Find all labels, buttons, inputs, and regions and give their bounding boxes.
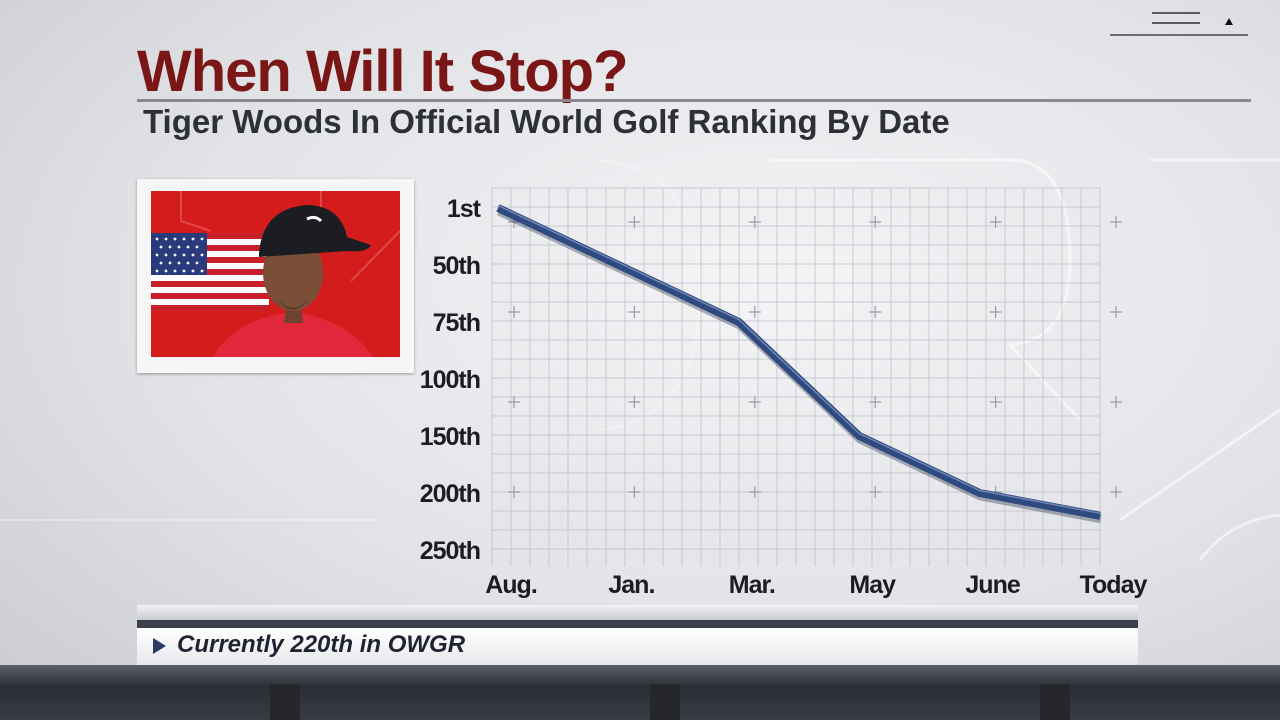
y-tick-label: 50th — [433, 252, 480, 280]
lower-third-banner: Currently 220th in OWGR — [137, 605, 1138, 665]
x-tick-label: Aug. — [485, 571, 537, 599]
y-tick-label: 75th — [433, 309, 480, 337]
chart-subtitle: Tiger Woods In Official World Golf Ranki… — [143, 103, 950, 140]
bottom-strip — [0, 665, 1280, 720]
series-line-highlight — [497, 204, 1101, 515]
player-figure — [213, 205, 373, 357]
y-tick-label: 1st — [447, 195, 482, 223]
ranking-line-chart: 1st 50th 75th 100th 150th 200th 250th Aug. Jan.… — [420, 187, 1148, 599]
x-tick-label: June — [965, 571, 1020, 599]
y-tick-label: 150th — [420, 423, 480, 451]
x-axis-labels: Aug. Jan. Mar. May June Today — [485, 571, 1148, 599]
x-tick-label: Mar. — [729, 571, 775, 599]
series-line — [496, 204, 1101, 520]
y-axis-labels: 1st 50th 75th 100th 150th 200th 250th — [420, 195, 483, 565]
y-tick-label: 100th — [420, 366, 480, 394]
ranking-series — [496, 204, 1102, 524]
lower-third-text: Currently 220th in OWGR — [177, 631, 466, 658]
player-photo-frame — [137, 179, 414, 373]
network-logo-icon — [1110, 12, 1248, 36]
title-divider — [137, 99, 1251, 102]
x-tick-label: Today — [1080, 571, 1148, 599]
y-tick-label: 250th — [420, 537, 480, 565]
y-tick-label: 200th — [420, 480, 480, 508]
x-tick-label: May — [849, 571, 896, 599]
flag-icon — [151, 233, 269, 311]
player-photo — [151, 191, 400, 357]
page-title: When Will It Stop? — [137, 39, 628, 104]
x-tick-label: Jan. — [608, 571, 654, 599]
play-arrow-icon — [153, 638, 166, 654]
